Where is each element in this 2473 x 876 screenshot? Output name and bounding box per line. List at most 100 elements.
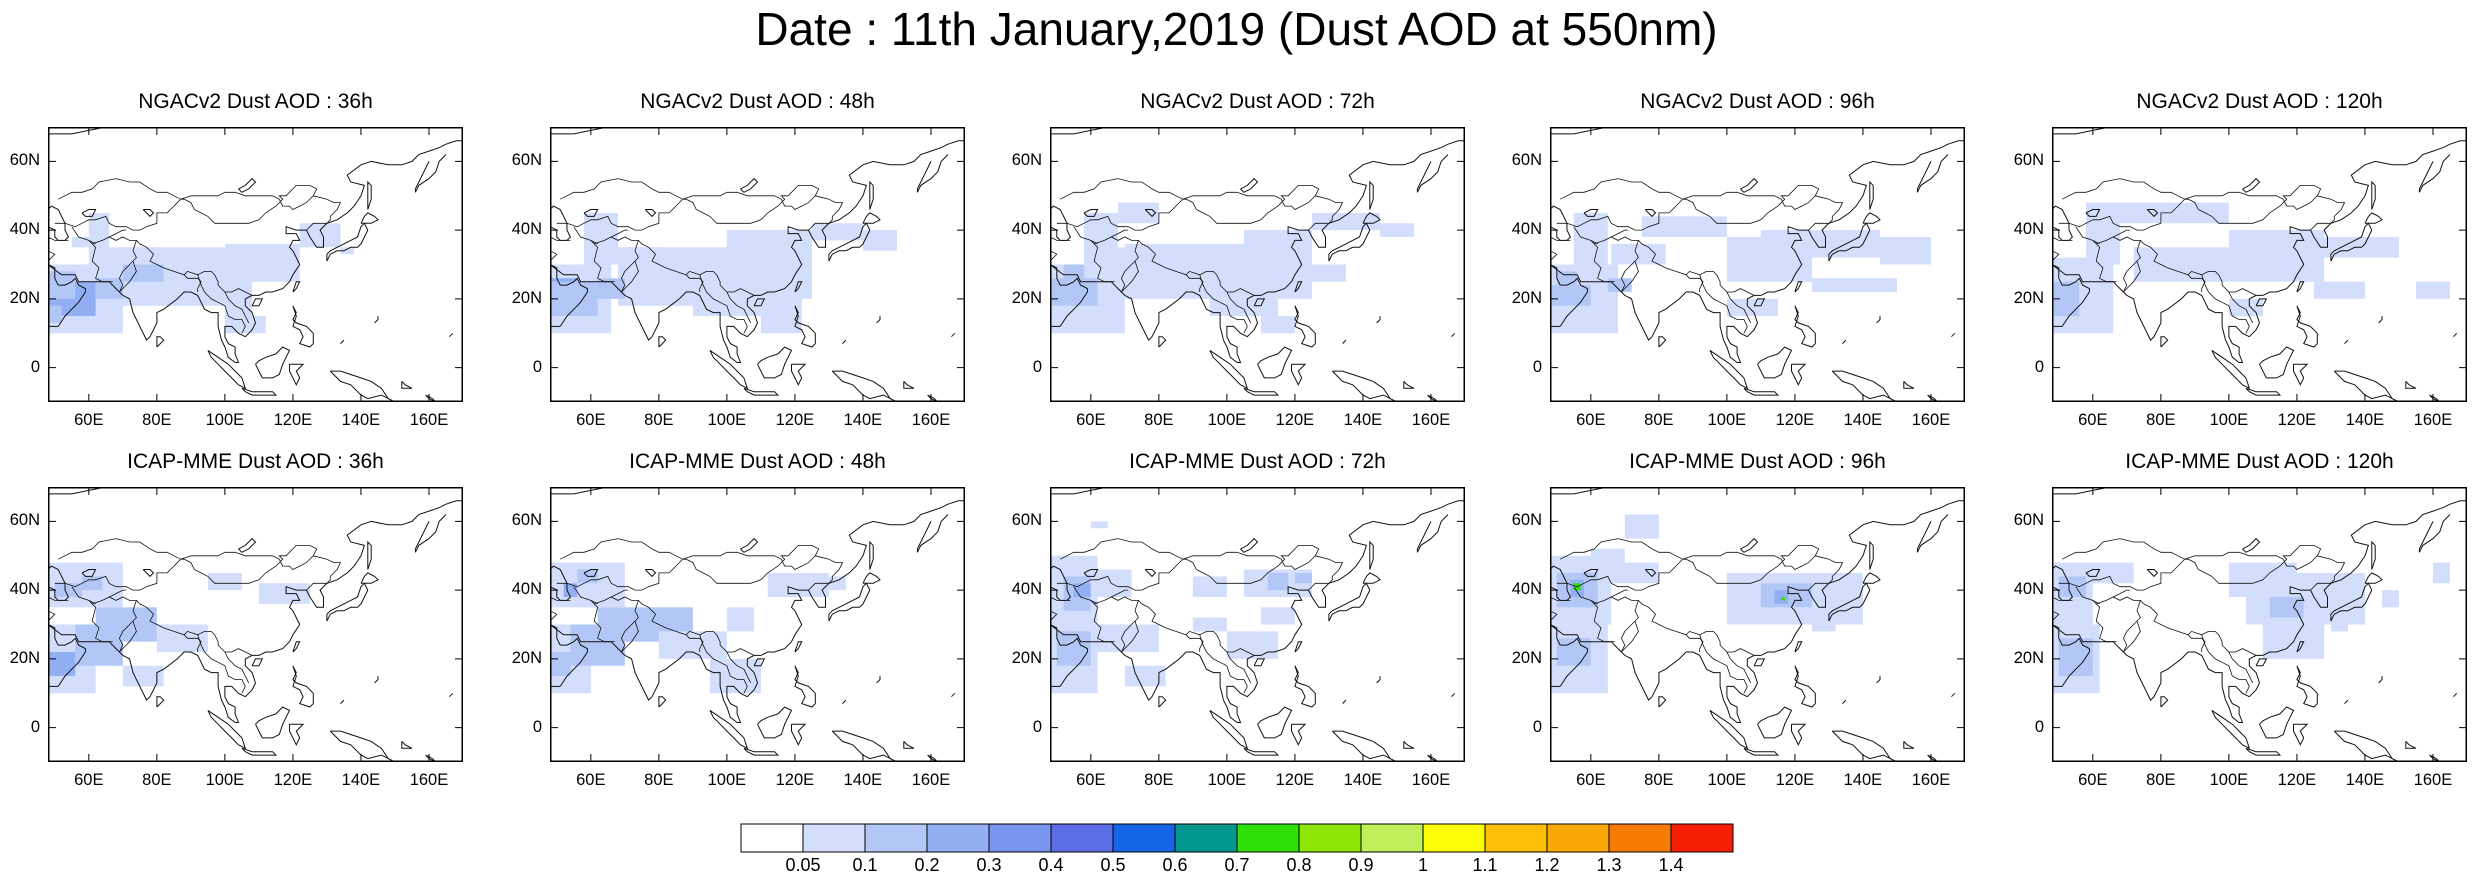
aod-cell (48, 652, 75, 676)
country-border (313, 196, 340, 224)
lon-tick-label: 120E (273, 771, 313, 790)
lon-tick-label: 140E (341, 411, 381, 430)
colorbar-label: 0.1 (852, 855, 877, 876)
lat-tick-label: 40N (1502, 580, 1542, 599)
map-panel (48, 127, 463, 402)
coastline (877, 316, 880, 323)
aod-cell (812, 223, 863, 240)
lat-tick-label: 60N (2004, 511, 2044, 530)
coastline (870, 182, 873, 210)
coastline (2419, 515, 2450, 553)
aod-cell (2229, 230, 2324, 282)
panel-title: NGACv2 Dust AOD : 36h (26, 90, 486, 114)
lat-tick-label: 0 (0, 718, 40, 737)
colorbar-label: 0.05 (785, 855, 820, 876)
coastline (2243, 179, 2260, 193)
colorbar-swatch (989, 824, 1051, 852)
coastline (2297, 306, 2317, 347)
lat-tick-label: 0 (502, 718, 542, 737)
coastline (832, 731, 897, 762)
coastline (843, 700, 846, 704)
coastline (1795, 306, 1815, 347)
coastline (1659, 697, 1666, 707)
coastline (1832, 731, 1897, 762)
country-border (1611, 230, 1628, 237)
coastline (368, 542, 371, 570)
coastline (2372, 182, 2375, 210)
country-border (109, 230, 126, 237)
coastline (415, 155, 446, 193)
country-border (2229, 652, 2253, 683)
lat-tick-label: 20N (0, 289, 40, 308)
panel-title: NGACv2 Dust AOD : 72h (1028, 90, 1488, 114)
lon-tick-label: 140E (843, 411, 883, 430)
coastline (758, 707, 792, 738)
coastline (1758, 347, 1792, 378)
coastline (1904, 381, 1914, 388)
panel-title: NGACv2 Dust AOD : 120h (2030, 90, 2473, 114)
coastline (143, 570, 153, 577)
coastline (1843, 700, 1846, 704)
lat-tick-label: 60N (502, 151, 542, 170)
lat-tick-label: 0 (502, 358, 542, 377)
lat-tick-label: 60N (502, 511, 542, 530)
lon-tick-label: 120E (1275, 771, 1315, 790)
aod-cell (1761, 230, 1880, 258)
aod-cell (1591, 549, 1625, 563)
coastline (1792, 724, 1806, 745)
coastline (2334, 731, 2399, 762)
coastline (1417, 515, 1448, 553)
coastline (744, 748, 778, 755)
aod-cell (2059, 638, 2093, 676)
aod-cell (1268, 573, 1288, 590)
lon-tick-label: 140E (1343, 411, 1383, 430)
lon-tick-label: 100E (1207, 771, 1247, 790)
coastline (1377, 316, 1380, 323)
lat-tick-label: 60N (0, 511, 40, 530)
country-border (2062, 539, 2185, 560)
coastline (2365, 213, 2382, 223)
colorbar-swatch (1299, 824, 1361, 852)
lon-tick-label: 160E (911, 411, 951, 430)
colorbar-label: 0.6 (1162, 855, 1187, 876)
coastline (330, 731, 395, 762)
aod-field (2052, 203, 2450, 334)
coastline (1451, 693, 1454, 696)
aod-cell (1625, 515, 1659, 539)
colorbar-swatch (1671, 824, 1733, 852)
map-panel (550, 127, 965, 402)
colorbar-swatch (1237, 824, 1299, 852)
lon-tick-label: 80E (639, 411, 679, 430)
aod-cell (1611, 563, 1659, 584)
coastline (1258, 347, 1292, 378)
coastline (1295, 642, 1302, 652)
colorbar-swatch (927, 824, 989, 852)
coastline (1741, 179, 1758, 193)
coastline (795, 642, 802, 652)
lon-tick-label: 80E (1139, 771, 1179, 790)
coastline (645, 570, 655, 577)
lon-tick-label: 120E (273, 411, 313, 430)
map-panel (1550, 487, 1965, 762)
coastline (1877, 316, 1880, 323)
lat-tick-label: 20N (1002, 289, 1042, 308)
coastline (361, 213, 378, 223)
lon-tick-label: 160E (1911, 771, 1951, 790)
aod-cell (1193, 576, 1227, 597)
coastline (375, 316, 378, 323)
lon-tick-label: 60E (1571, 411, 1611, 430)
lat-tick-label: 20N (1502, 649, 1542, 668)
coastline (1292, 364, 1306, 385)
colorbar-swatch (803, 824, 865, 852)
coastline (741, 179, 758, 193)
lon-tick-label: 160E (1411, 411, 1451, 430)
map-panel (1050, 127, 1465, 402)
colorbar-label: 1.1 (1472, 855, 1497, 876)
coastline (951, 693, 954, 696)
country-border (2317, 196, 2344, 224)
coastline (710, 710, 747, 748)
panel-title: ICAP-MME Dust AOD : 72h (1028, 450, 1488, 474)
panel-title: ICAP-MME Dust AOD : 120h (2030, 450, 2473, 474)
coastline (361, 573, 378, 583)
map-panel (48, 487, 463, 762)
